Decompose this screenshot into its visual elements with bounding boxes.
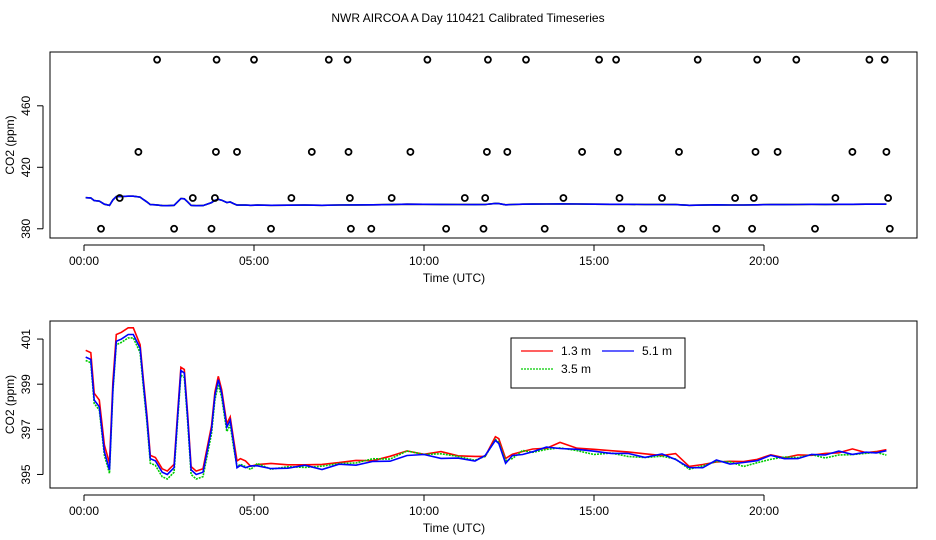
scatter-point xyxy=(884,194,892,202)
scatter-point xyxy=(792,55,801,64)
scatter-point xyxy=(346,224,355,233)
scatter-point xyxy=(748,224,756,233)
legend-label: 5.1 m xyxy=(642,344,672,358)
x-axis-label: Time (UTC) xyxy=(423,271,485,285)
scatter-point xyxy=(613,148,622,156)
scatter-point xyxy=(344,148,353,156)
y-axis-label: CO2 (ppm) xyxy=(3,375,17,434)
bottom-panel: 00:00 05:00 10:00 15:00 20:00 Time (UTC) 395 39… xyxy=(3,320,918,535)
x-tick-label: 05:00 xyxy=(239,504,269,518)
scatter-point xyxy=(675,148,683,156)
scatter-point xyxy=(880,55,889,64)
scatter-point xyxy=(615,194,624,202)
scatter-point xyxy=(693,55,702,64)
x-tick-label: 10:00 xyxy=(409,254,439,268)
scatter-point xyxy=(188,194,197,202)
plot-frame xyxy=(49,320,918,489)
y-tick-label: 397 xyxy=(19,419,33,439)
scatter-point xyxy=(423,55,432,64)
x-axis-label: Time (UTC) xyxy=(423,521,485,535)
scatter-point xyxy=(479,224,488,233)
scatter-point xyxy=(406,148,415,156)
scatter-point xyxy=(134,148,143,156)
scatter-point xyxy=(595,55,603,64)
scatter-point xyxy=(751,148,760,156)
scatter-point xyxy=(212,148,220,156)
scatter-point xyxy=(503,148,512,156)
scatter-point xyxy=(753,55,762,64)
figure-title: NWR AIRCOA A Day 110421 Calibrated Times… xyxy=(331,11,604,25)
scatter-point xyxy=(639,224,648,233)
scatter-point xyxy=(345,194,354,202)
y-tick-label: 401 xyxy=(19,329,33,349)
x-tick-label: 05:00 xyxy=(239,254,269,268)
scatter-point xyxy=(442,224,451,233)
scatter-point xyxy=(484,55,492,64)
y-tick-label: 420 xyxy=(19,157,33,177)
scatter-point xyxy=(773,148,782,156)
x-tick-label: 10:00 xyxy=(409,504,439,518)
y-tick-label: 460 xyxy=(19,95,33,115)
scatter-point xyxy=(170,224,179,233)
scatter-point xyxy=(481,194,490,202)
x-tick-label: 20:00 xyxy=(749,504,779,518)
scatter-point xyxy=(522,55,530,64)
scatter-point xyxy=(612,55,620,64)
scatter-point xyxy=(387,194,396,202)
scatter-point xyxy=(578,148,586,156)
scatter-point xyxy=(865,55,874,64)
legend-label: 1.3 m xyxy=(561,344,591,358)
x-tick-label: 00:00 xyxy=(69,504,99,518)
scatter-point xyxy=(233,148,241,156)
legend-box xyxy=(510,337,686,389)
scatter-point xyxy=(482,148,491,156)
scatter-point xyxy=(848,148,857,156)
legend-label: 3.5 m xyxy=(561,362,591,376)
scatter-point xyxy=(367,224,376,233)
x-tick-label: 15:00 xyxy=(579,504,609,518)
scatter-point xyxy=(811,224,819,233)
scatter-point xyxy=(617,224,626,233)
scatter-point xyxy=(731,194,739,202)
scatter-point xyxy=(712,224,721,233)
series-line-5_1m xyxy=(85,333,887,476)
y-axis-label: CO2 (ppm) xyxy=(3,115,17,174)
x-tick-label: 15:00 xyxy=(579,254,609,268)
scatter-point xyxy=(343,55,352,64)
y-tick-label: 380 xyxy=(19,218,33,238)
scatter-point xyxy=(324,55,333,64)
scatter-point xyxy=(207,224,216,233)
scatter-point xyxy=(267,224,275,233)
scatter-point xyxy=(460,194,469,202)
y-tick-label: 399 xyxy=(19,374,33,394)
legend: 1.3 m 3.5 m 5.1 m xyxy=(510,337,686,389)
scatter-point xyxy=(749,194,758,202)
scatter-point xyxy=(210,194,219,202)
scatter-point xyxy=(559,194,568,202)
scatter-point xyxy=(540,224,549,233)
top-series-line-2 xyxy=(85,195,887,207)
scatter-point xyxy=(212,55,221,64)
scatter-point xyxy=(115,194,124,202)
scatter-point xyxy=(831,194,840,202)
scatter-point xyxy=(287,194,296,202)
top-panel: 00:00 05:00 10:00 15:00 20:00 Time (UTC) 380 42… xyxy=(3,51,918,285)
scatter-point xyxy=(658,194,666,202)
scatter-point xyxy=(250,55,258,64)
y-tick-label: 395 xyxy=(19,464,33,484)
scatter-point xyxy=(153,55,162,64)
scatter-point xyxy=(307,148,316,156)
x-tick-label: 00:00 xyxy=(69,254,99,268)
scatter-point xyxy=(885,224,894,233)
series-line-1_3m xyxy=(85,327,887,473)
scatter-point xyxy=(882,148,891,156)
x-tick-label: 20:00 xyxy=(749,254,779,268)
scatter-point xyxy=(97,224,105,233)
plot-frame xyxy=(49,51,918,239)
